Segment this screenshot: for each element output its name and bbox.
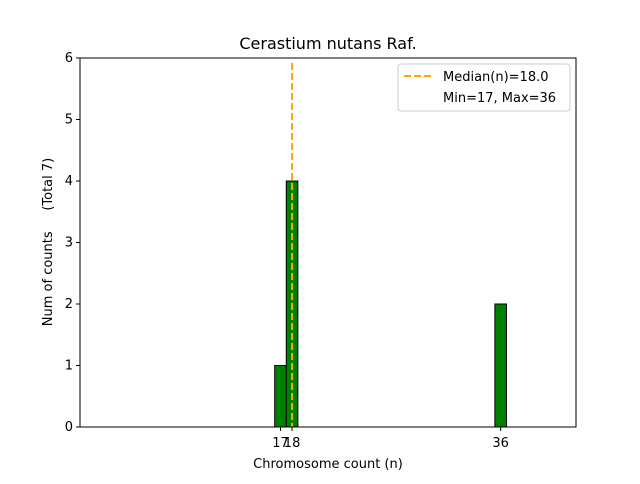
chart-title: Cerastium nutans Raf. xyxy=(239,34,416,53)
y-axis-ticks: 0 1 2 3 4 5 6 xyxy=(65,51,80,435)
y-tick-label: 4 xyxy=(65,174,73,189)
legend-range-label: Min=17, Max=36 xyxy=(443,91,556,106)
y-tick-label: 1 xyxy=(65,359,73,374)
legend-box xyxy=(397,63,571,112)
y-tick-label: 3 xyxy=(65,236,73,251)
y-axis-label: Num of counts (Total 7) xyxy=(41,158,56,326)
y-tick-label: 6 xyxy=(65,51,73,66)
x-tick-label: 17 xyxy=(272,436,289,451)
x-axis-label: Chromosome count (n) xyxy=(253,457,403,472)
bar-17 xyxy=(274,365,287,428)
bar-36 xyxy=(494,303,507,428)
y-tick-label: 2 xyxy=(65,297,73,312)
y-tick-label: 5 xyxy=(65,113,73,128)
x-tick-label: 36 xyxy=(492,436,509,451)
x-tick-label: 18 xyxy=(284,436,301,451)
y-tick-label: 0 xyxy=(65,420,73,435)
legend: Median(n)=18.0 Min=17, Max=36 xyxy=(397,63,571,112)
legend-median-label: Median(n)=18.0 xyxy=(443,70,549,85)
